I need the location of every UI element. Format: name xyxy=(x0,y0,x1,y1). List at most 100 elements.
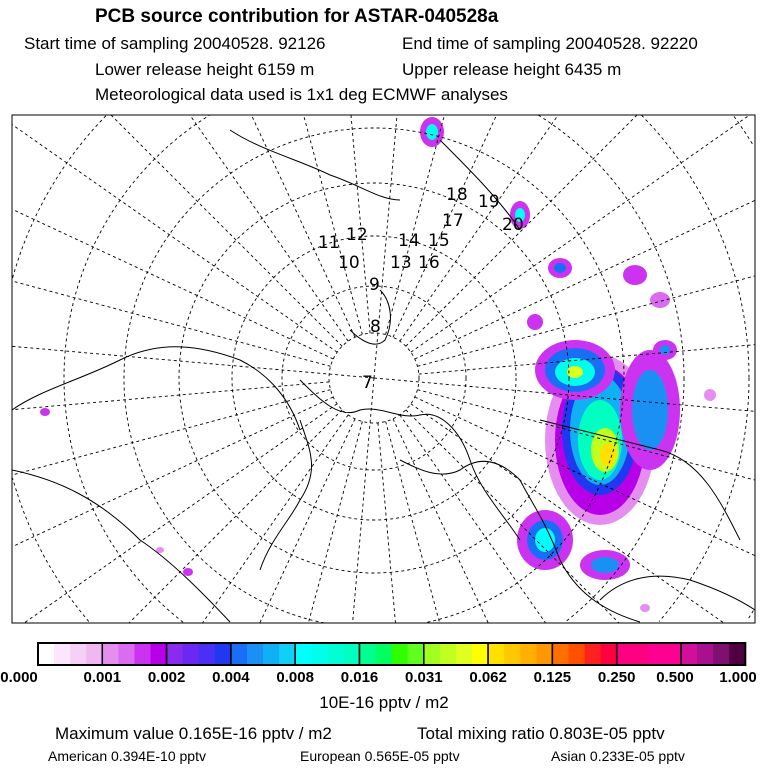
longitude-line xyxy=(417,389,755,481)
trajectory-label-16: 16 xyxy=(418,253,440,273)
colorbar-cell xyxy=(54,643,71,665)
plume-patch xyxy=(40,408,50,416)
colorbar-cell xyxy=(38,643,55,665)
trajectory-label-17: 17 xyxy=(442,211,464,231)
colorbar-cell xyxy=(616,643,634,665)
colorbar-tick-label: 0.001 xyxy=(83,669,122,686)
colorbar-tick-label: 0.031 xyxy=(405,669,443,686)
colorbar-tick-label: 0.008 xyxy=(276,669,314,686)
colorbar-cell xyxy=(600,643,618,665)
figure-title: PCB source contribution for ASTAR-040528… xyxy=(95,6,499,27)
colorbar-tick-label: 0.500 xyxy=(656,669,694,686)
longitude-line xyxy=(307,421,363,623)
trajectory-label-9: 9 xyxy=(369,275,380,295)
longitude-line xyxy=(23,403,338,623)
colorbar-cell xyxy=(327,643,344,665)
colorbar-tick-label: 0.250 xyxy=(597,669,636,686)
longitude-line xyxy=(392,115,498,338)
plume-concentration-field xyxy=(40,117,716,612)
latitude-circle xyxy=(178,182,570,574)
colorbar-cell xyxy=(134,643,152,665)
longitude-line xyxy=(352,377,375,623)
colorbar-cell xyxy=(295,643,312,665)
colorbar-cell xyxy=(182,643,200,665)
colorbar-cell xyxy=(230,643,248,665)
colorbar-cell xyxy=(504,643,521,665)
total-mixing-ratio: Total mixing ratio 0.803E-05 pptv xyxy=(417,724,665,743)
longitude-line xyxy=(417,275,755,367)
colorbar-tick-label: 0.002 xyxy=(147,669,186,686)
colorbar-tick-label: 0.062 xyxy=(469,669,507,686)
longitude-line xyxy=(110,115,343,347)
trajectory-label-19: 19 xyxy=(478,192,500,212)
colorbar-cell xyxy=(214,643,232,665)
colorbar-cell xyxy=(472,643,489,665)
longitude-line xyxy=(399,414,546,623)
european-contribution: European 0.565E-05 pptv xyxy=(300,748,460,764)
longitude-line xyxy=(259,418,356,623)
lower-release-height: Lower release height 6159 m xyxy=(95,60,315,79)
colorbar-cell xyxy=(311,643,328,665)
plume-patch xyxy=(600,443,616,467)
colorbar-cell xyxy=(632,643,650,665)
colorbar-cell xyxy=(520,643,537,665)
longitude-line xyxy=(250,115,356,338)
plume-patch xyxy=(660,345,670,355)
colorbar-cell xyxy=(263,643,280,665)
plume-patch xyxy=(650,292,670,308)
longitude-line xyxy=(385,421,441,623)
plume-patch xyxy=(567,366,583,378)
longitude-line xyxy=(303,115,363,335)
colorbar-cell xyxy=(391,643,409,665)
plume-patch xyxy=(426,124,438,140)
trajectory-label-15: 15 xyxy=(428,231,450,251)
colorbar-cell xyxy=(407,643,425,665)
end-time: End time of sampling 20040528. 92220 xyxy=(402,34,698,53)
longitude-line xyxy=(373,115,398,379)
lat-lon-grid xyxy=(12,115,755,623)
longitude-line xyxy=(405,115,638,347)
start-time: Start time of sampling 20040528. 92126 xyxy=(24,34,326,53)
longitude-line xyxy=(12,280,331,367)
longitude-line xyxy=(418,344,755,375)
longitude-line xyxy=(189,115,349,342)
colorbar-tick-label: 1.000 xyxy=(719,669,757,686)
latitude-circle xyxy=(733,116,754,621)
trajectory-label-18: 18 xyxy=(446,185,468,205)
colorbar-cell xyxy=(584,643,602,665)
asian-contribution: Asian 0.233E-05 pptv xyxy=(551,748,685,764)
colorbar xyxy=(37,642,747,666)
plume-patch xyxy=(535,528,555,552)
trajectory-label-14: 14 xyxy=(398,231,420,251)
longitude-line xyxy=(12,208,334,360)
longitude-line xyxy=(128,409,343,623)
colorbar-cell xyxy=(568,643,586,665)
colorbar-tick-label: 0.004 xyxy=(212,669,250,686)
plume-patch xyxy=(591,557,619,573)
longitude-line xyxy=(410,115,750,353)
longitude-line xyxy=(414,396,755,557)
longitude-line xyxy=(12,381,330,411)
trajectory-label-10: 10 xyxy=(338,253,360,273)
colorbar-tick-label: 0.000 xyxy=(0,669,38,686)
plume-patch xyxy=(554,263,566,273)
maximum-value: Maximum value 0.165E-16 pptv / m2 xyxy=(55,724,332,743)
latitude-circle xyxy=(63,115,685,623)
plume-patch xyxy=(527,314,543,330)
longitude-line xyxy=(12,389,331,476)
colorbar-cell xyxy=(423,643,441,665)
latitude-circle xyxy=(328,332,420,424)
colorbar-cell xyxy=(166,643,184,665)
colorbar-tick-label: 0.016 xyxy=(340,669,379,686)
coastlines xyxy=(12,129,755,623)
met-data-note: Meteorological data used is 1x1 deg ECMW… xyxy=(95,85,508,104)
colorbar-cell xyxy=(664,643,682,665)
latitude-circle xyxy=(281,285,467,471)
colorbar-cell xyxy=(455,643,473,665)
colorbar-cell xyxy=(439,643,457,665)
colorbar-cell xyxy=(246,643,264,665)
colorbar-cell xyxy=(118,643,135,665)
longitude-line xyxy=(202,414,349,623)
